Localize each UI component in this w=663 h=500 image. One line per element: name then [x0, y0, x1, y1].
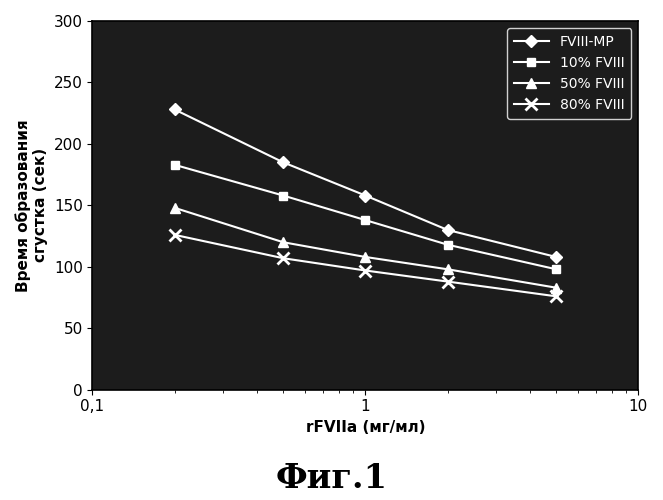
- 10% FVIII: [170, 162, 178, 168]
- 80% FVIII: [170, 232, 178, 238]
- 10% FVIII: [444, 242, 452, 248]
- 10% FVIII: [361, 217, 369, 223]
- FVIII-MP: [170, 106, 178, 112]
- 10% FVIII: [552, 266, 560, 272]
- 80% FVIII: [279, 255, 287, 261]
- 10% FVIII: [279, 192, 287, 198]
- 80% FVIII: [361, 268, 369, 274]
- FVIII-MP: [444, 227, 452, 233]
- Line: FVIII-MP: FVIII-MP: [170, 106, 560, 261]
- 50% FVIII: [279, 239, 287, 245]
- Legend: FVIII-MP, 10% FVIII, 50% FVIII, 80% FVIII: FVIII-MP, 10% FVIII, 50% FVIII, 80% FVII…: [507, 28, 631, 118]
- 50% FVIII: [170, 205, 178, 211]
- Line: 50% FVIII: 50% FVIII: [170, 203, 561, 292]
- Text: Фиг.1: Фиг.1: [276, 462, 387, 495]
- 80% FVIII: [552, 294, 560, 300]
- FVIII-MP: [279, 160, 287, 166]
- 50% FVIII: [552, 284, 560, 290]
- X-axis label: rFVIIa (мг/мл): rFVIIa (мг/мл): [306, 420, 425, 435]
- FVIII-MP: [361, 192, 369, 198]
- 50% FVIII: [361, 254, 369, 260]
- 80% FVIII: [444, 278, 452, 284]
- Line: 80% FVIII: 80% FVIII: [169, 230, 562, 302]
- 50% FVIII: [444, 266, 452, 272]
- Line: 10% FVIII: 10% FVIII: [170, 160, 560, 274]
- FVIII-MP: [552, 254, 560, 260]
- Y-axis label: Время образования
сгустка (сек): Время образования сгустка (сек): [15, 119, 48, 292]
